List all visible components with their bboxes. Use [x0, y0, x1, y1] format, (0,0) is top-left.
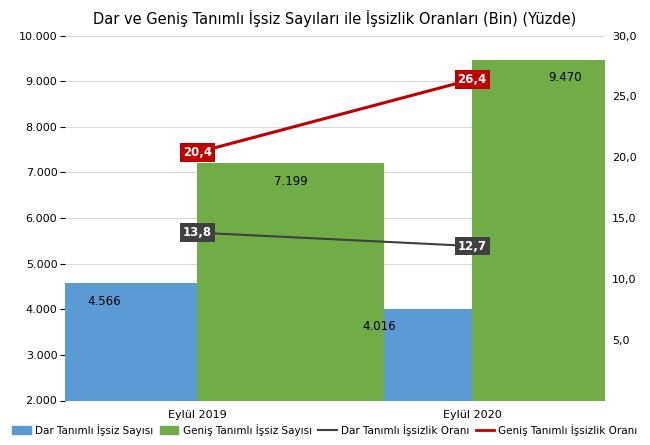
Bar: [11, 283, 198, 401]
Title: Dar ve Geniş Tanımlı İşsiz Sayıları ile İşsizlik Oranları (Bin) (Yüzde): Dar ve Geniş Tanımlı İşsiz Sayıları ile …: [93, 11, 577, 28]
Text: 20,4: 20,4: [183, 146, 212, 159]
Text: 13,8: 13,8: [183, 226, 212, 239]
Text: 26,4: 26,4: [458, 73, 487, 86]
Text: 4.016: 4.016: [362, 320, 396, 333]
Text: 12,7: 12,7: [458, 239, 487, 252]
Bar: [472, 60, 650, 400]
Text: 7.199: 7.199: [274, 175, 307, 188]
Text: 4.566: 4.566: [87, 295, 121, 308]
Bar: [286, 308, 472, 400]
Legend: Dar Tanımlı İşsiz Sayısı, Geniş Tanımlı İşsiz Sayısı, Dar Tanımlı İşsizlik Oranı: Dar Tanımlı İşsiz Sayısı, Geniş Tanımlı …: [8, 420, 642, 440]
Text: 9.470: 9.470: [549, 71, 582, 84]
Bar: [198, 163, 384, 400]
